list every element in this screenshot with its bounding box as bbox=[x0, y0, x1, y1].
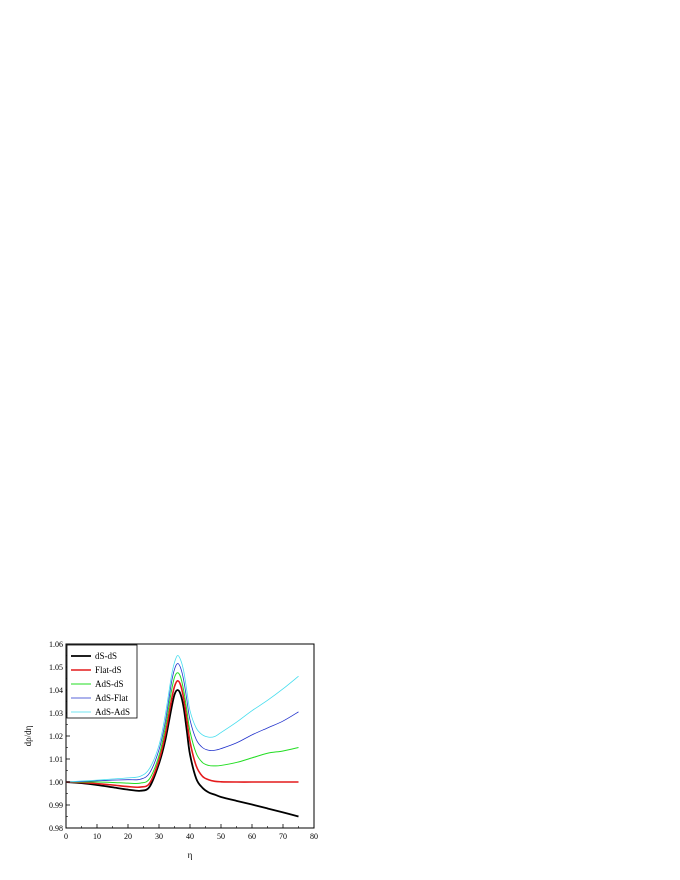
series-line-ads-ads bbox=[65, 655, 299, 783]
legend-label: Flat-dS bbox=[95, 665, 122, 675]
x-tick-label: 80 bbox=[310, 832, 318, 841]
y-axis-title: dρ/dη bbox=[23, 725, 33, 746]
legend: dS-dS Flat-dS AdS-dS AdS-Flat AdS-AdS bbox=[66, 644, 138, 719]
y-tick-label: 0.98 bbox=[49, 824, 63, 833]
legend-label: AdS-AdS bbox=[95, 707, 130, 717]
y-tick-label: 1.02 bbox=[49, 732, 63, 741]
series-line-flat-ds bbox=[65, 680, 299, 789]
x-axis: 0 10 20 30 40 50 60 70 80 bbox=[64, 824, 318, 841]
x-tick-label: 10 bbox=[93, 832, 101, 841]
series-line-ads-ds bbox=[66, 672, 299, 785]
y-tick-label: 1.06 bbox=[49, 640, 63, 649]
legend-label: dS-dS bbox=[95, 651, 117, 661]
x-tick-label: 30 bbox=[155, 832, 163, 841]
y-tick-label: 1.05 bbox=[49, 663, 63, 672]
series-layer bbox=[65, 655, 299, 818]
legend-label: AdS-dS bbox=[95, 679, 124, 689]
x-tick-label: 60 bbox=[248, 832, 256, 841]
y-tick-label: 1.00 bbox=[49, 778, 63, 787]
x-tick-label: 20 bbox=[124, 832, 132, 841]
series-line-ds-ds bbox=[65, 689, 299, 818]
x-tick-label: 50 bbox=[217, 832, 225, 841]
y-tick-label: 0.99 bbox=[49, 801, 63, 810]
x-tick-label: 40 bbox=[186, 832, 194, 841]
series-line-ads-flat bbox=[65, 663, 299, 783]
x-axis-title: η bbox=[188, 850, 193, 860]
legend-box bbox=[66, 644, 138, 719]
x-tick-label: 70 bbox=[279, 832, 287, 841]
y-tick-label: 1.01 bbox=[49, 755, 63, 764]
legend-label: AdS-Flat bbox=[95, 693, 129, 703]
y-tick-label: 1.04 bbox=[49, 686, 63, 695]
y-tick-label: 1.03 bbox=[49, 709, 63, 718]
x-tick-label: 0 bbox=[64, 832, 68, 841]
y-axis: 0.98 0.99 1.00 1.01 1.02 1.03 1.04 1.05 1.06 bbox=[49, 640, 70, 833]
